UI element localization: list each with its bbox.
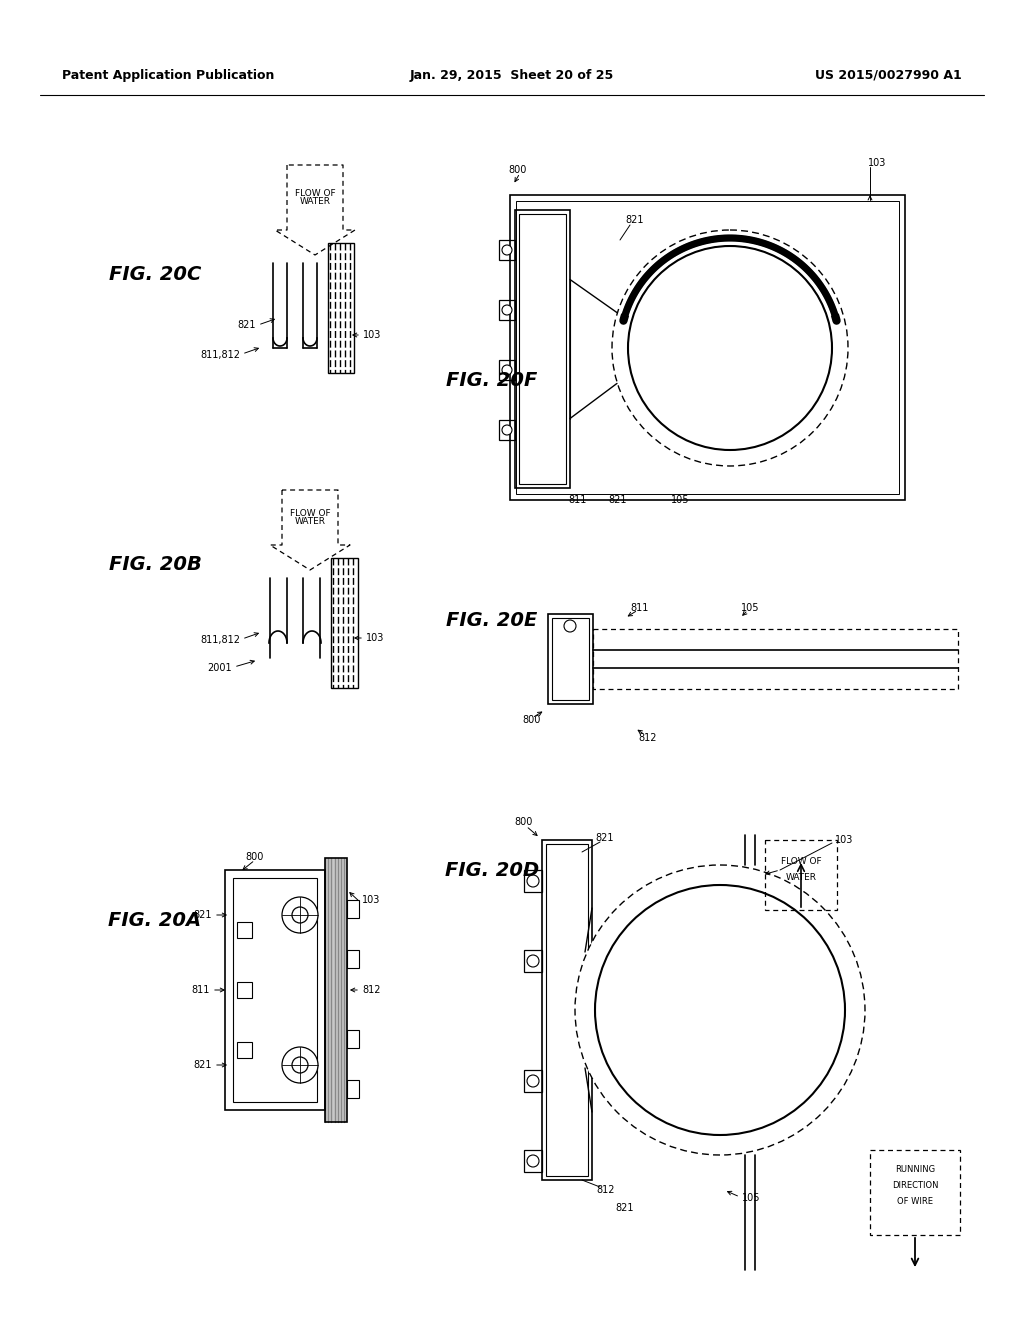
Bar: [524, 1071, 542, 1092]
Circle shape: [502, 425, 512, 436]
Text: 800: 800: [509, 165, 527, 176]
Text: WATER: WATER: [299, 197, 331, 206]
Circle shape: [502, 246, 512, 255]
Circle shape: [292, 907, 308, 923]
Bar: [499, 360, 515, 380]
Text: 812: 812: [597, 1185, 615, 1195]
Bar: [325, 858, 347, 1122]
Bar: [542, 840, 592, 1180]
Text: 812: 812: [639, 733, 657, 743]
Text: 103: 103: [362, 895, 380, 906]
Text: FIG. 20A: FIG. 20A: [109, 911, 202, 929]
Bar: [546, 843, 588, 1176]
Text: 821: 821: [194, 1060, 212, 1071]
Text: 811: 811: [568, 495, 587, 506]
Circle shape: [527, 954, 539, 968]
Bar: [347, 900, 359, 917]
Circle shape: [502, 366, 512, 375]
Text: 821: 821: [194, 909, 212, 920]
Bar: [510, 195, 905, 500]
Circle shape: [282, 1047, 318, 1082]
Circle shape: [527, 1074, 539, 1086]
Bar: [237, 982, 252, 998]
Text: 105: 105: [740, 603, 759, 612]
Text: 821: 821: [238, 319, 256, 330]
Bar: [225, 870, 325, 1110]
Text: 811: 811: [191, 985, 210, 995]
Text: OF WIRE: OF WIRE: [897, 1197, 933, 1206]
Bar: [524, 870, 542, 892]
Circle shape: [527, 1155, 539, 1167]
Text: 2001: 2001: [208, 663, 232, 673]
Text: FIG. 20C: FIG. 20C: [109, 265, 201, 285]
Text: FIG. 20B: FIG. 20B: [109, 556, 202, 574]
Text: DIRECTION: DIRECTION: [892, 1181, 938, 1191]
Text: 800: 800: [522, 715, 541, 725]
Text: 105: 105: [742, 1193, 761, 1203]
Bar: [524, 1150, 542, 1172]
Circle shape: [564, 620, 575, 632]
Circle shape: [612, 230, 848, 466]
Text: 812: 812: [362, 985, 381, 995]
Bar: [524, 950, 542, 972]
Text: US 2015/0027990 A1: US 2015/0027990 A1: [815, 69, 962, 82]
Text: 811,812: 811,812: [200, 350, 240, 360]
Bar: [499, 420, 515, 440]
Circle shape: [502, 305, 512, 315]
Text: FLOW OF: FLOW OF: [295, 189, 335, 198]
Text: 103: 103: [362, 330, 381, 341]
Circle shape: [595, 884, 845, 1135]
Bar: [765, 840, 837, 909]
Bar: [237, 1041, 252, 1059]
Text: 103: 103: [835, 836, 853, 845]
Text: 800: 800: [515, 817, 534, 828]
Circle shape: [282, 898, 318, 933]
Circle shape: [292, 1057, 308, 1073]
Text: FLOW OF: FLOW OF: [290, 510, 331, 517]
Bar: [515, 210, 570, 488]
Text: RUNNING: RUNNING: [895, 1166, 935, 1175]
Bar: [593, 630, 958, 689]
Bar: [237, 921, 252, 939]
Bar: [552, 618, 589, 700]
Bar: [328, 243, 354, 374]
Bar: [325, 858, 347, 1122]
Text: 821: 821: [615, 1203, 634, 1213]
Text: 105: 105: [671, 495, 689, 506]
Text: Jan. 29, 2015  Sheet 20 of 25: Jan. 29, 2015 Sheet 20 of 25: [410, 69, 614, 82]
Text: WATER: WATER: [295, 517, 326, 525]
Text: 800: 800: [246, 851, 264, 862]
Text: FLOW OF: FLOW OF: [780, 858, 821, 866]
Text: 103: 103: [366, 634, 384, 643]
Text: 811,812: 811,812: [200, 635, 240, 645]
Text: WATER: WATER: [785, 874, 816, 883]
Circle shape: [575, 865, 865, 1155]
Text: 821: 821: [626, 215, 644, 224]
Text: FIG. 20D: FIG. 20D: [444, 861, 539, 879]
Bar: [516, 201, 899, 494]
Bar: [499, 240, 515, 260]
Text: 103: 103: [868, 158, 887, 168]
Bar: [519, 214, 566, 484]
Bar: [548, 614, 593, 704]
Bar: [499, 300, 515, 319]
Text: FIG. 20F: FIG. 20F: [446, 371, 538, 389]
Bar: [347, 1080, 359, 1098]
Circle shape: [527, 875, 539, 887]
Text: 821: 821: [608, 495, 628, 506]
Text: 821: 821: [596, 833, 614, 843]
Text: 811: 811: [631, 603, 649, 612]
Text: Patent Application Publication: Patent Application Publication: [62, 69, 274, 82]
Bar: [233, 878, 317, 1102]
Bar: [331, 558, 358, 688]
Text: FIG. 20E: FIG. 20E: [446, 610, 538, 630]
Bar: [347, 950, 359, 968]
Circle shape: [628, 246, 831, 450]
Bar: [870, 1150, 961, 1236]
Bar: [347, 1030, 359, 1048]
